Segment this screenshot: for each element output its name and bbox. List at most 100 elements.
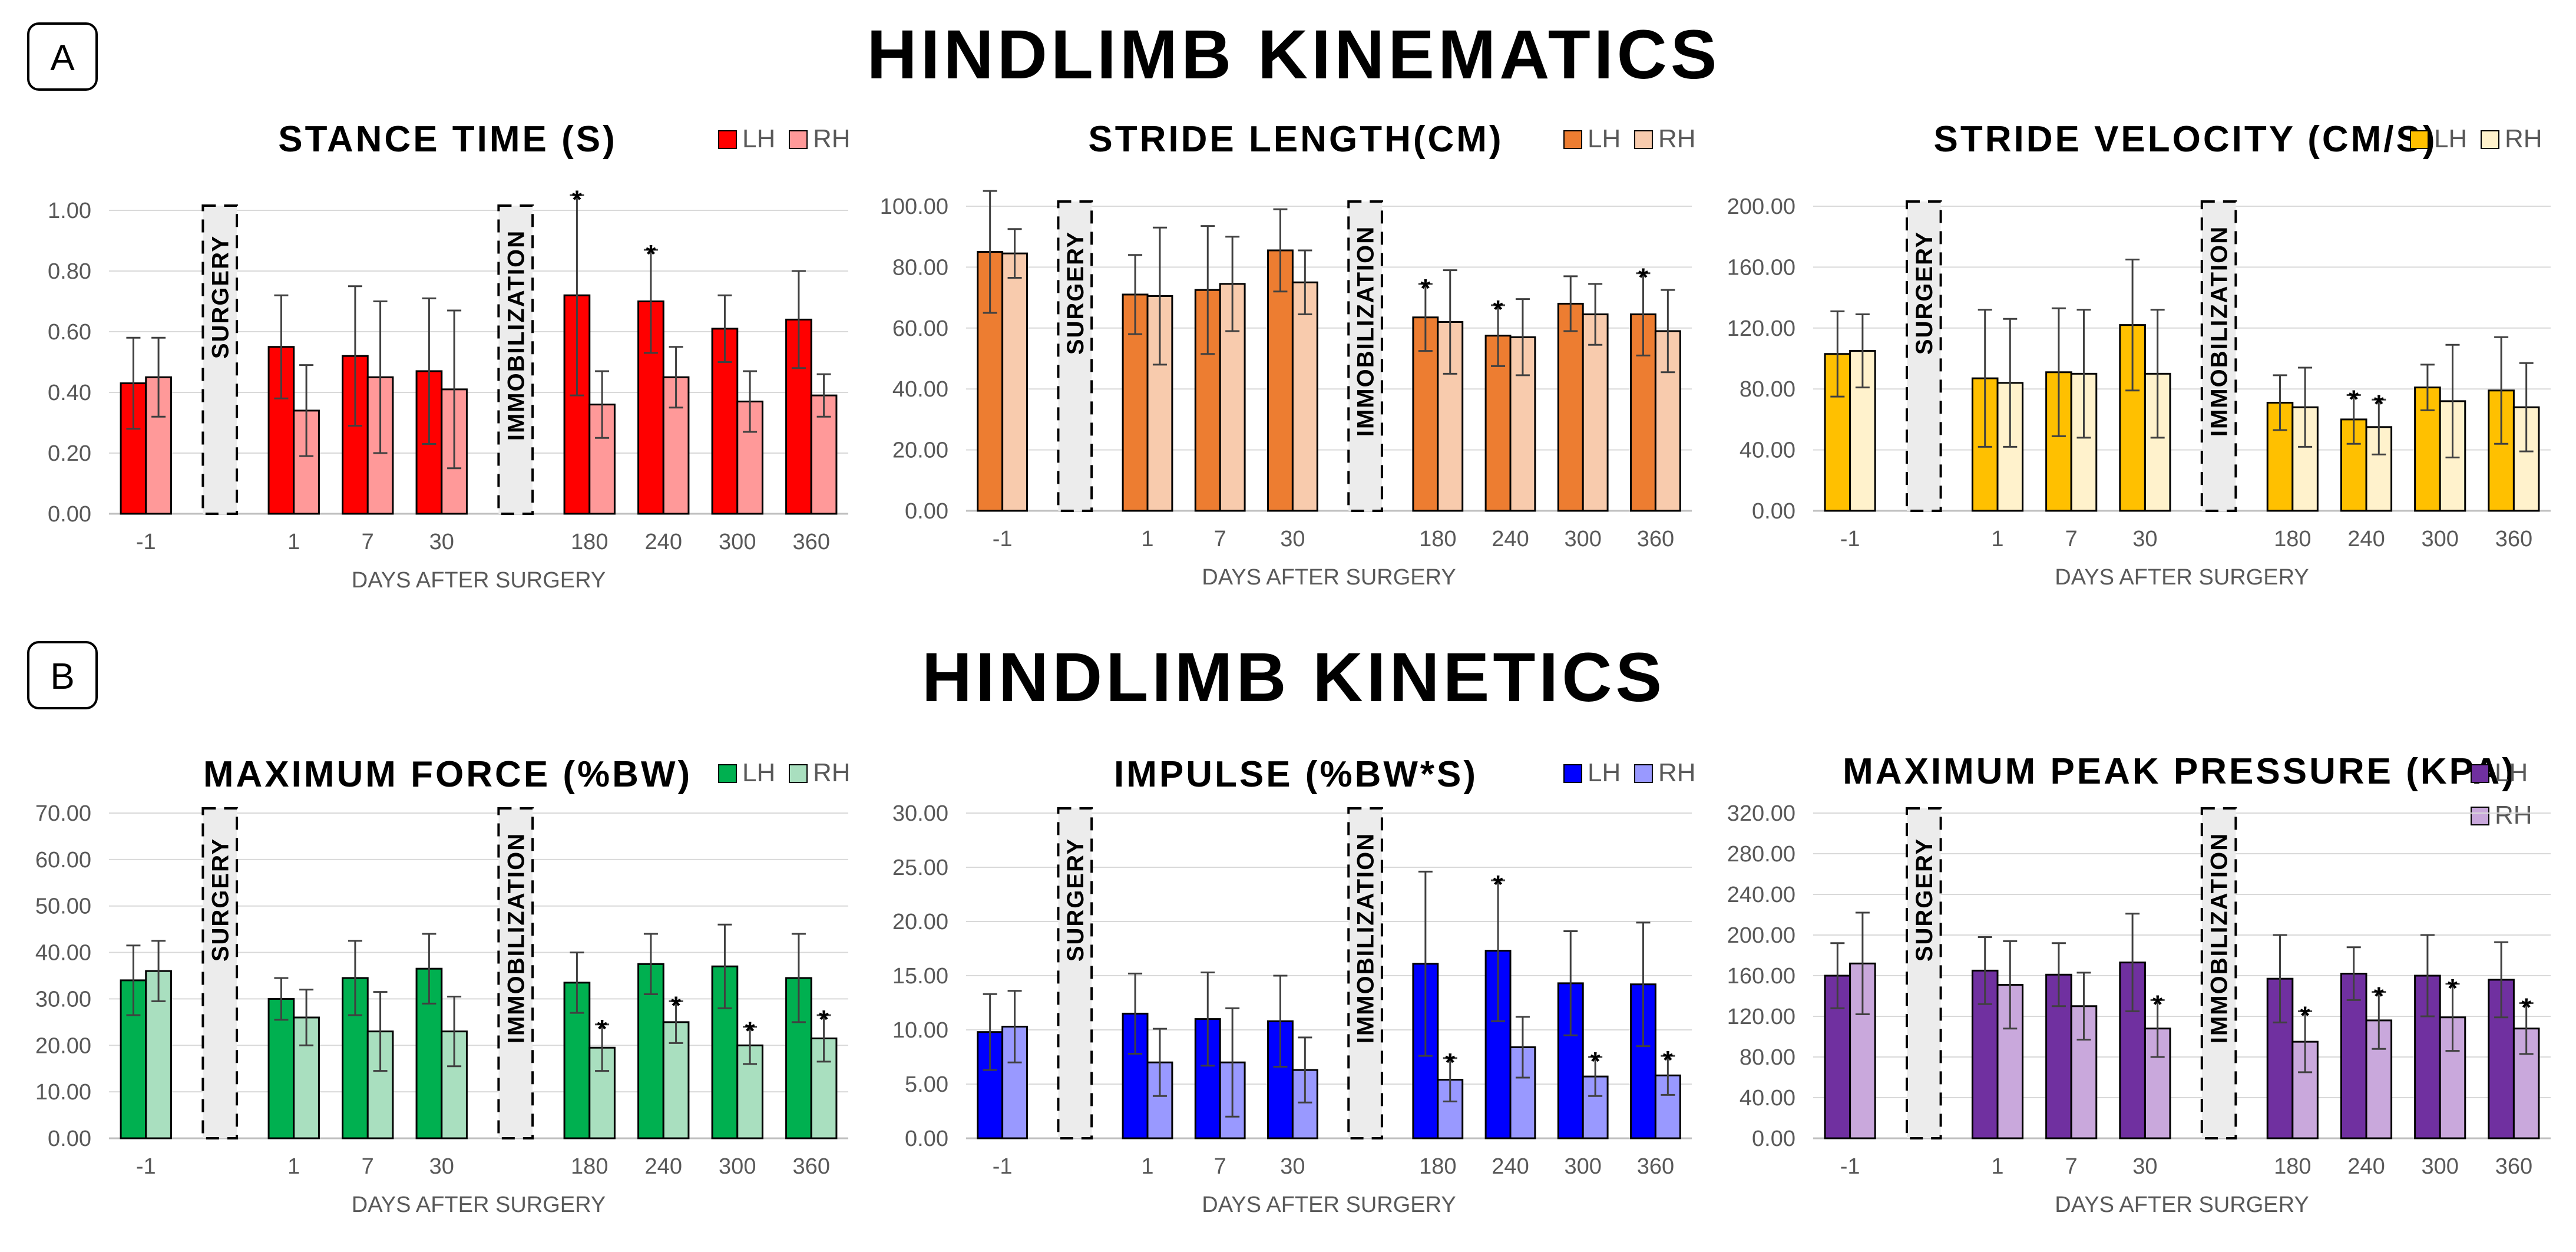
error-bar bbox=[2420, 364, 2435, 411]
y-tick-label: 120.00 bbox=[1727, 316, 1795, 341]
error-bar bbox=[1007, 990, 1022, 1063]
legend-swatch-rh bbox=[1634, 130, 1653, 149]
y-tick-label: 120.00 bbox=[1727, 1005, 1795, 1029]
error-bar bbox=[274, 294, 289, 399]
error-bar bbox=[2076, 972, 2091, 1041]
y-tick-label: 0.00 bbox=[905, 499, 948, 524]
band-label-immobilization: IMMOBILIZATION bbox=[2207, 833, 2233, 1043]
y-tick-label: 0.40 bbox=[48, 381, 91, 405]
legend-label-rh: RH bbox=[813, 124, 851, 153]
error-bar bbox=[274, 977, 289, 1021]
error-bar bbox=[595, 370, 610, 439]
error-bar bbox=[447, 309, 462, 470]
section-title-kinematics: HINDLIMB KINEMATICS bbox=[867, 16, 1720, 94]
legend-swatch-lh bbox=[718, 130, 737, 149]
legend-label-lh: LH bbox=[2495, 758, 2528, 787]
legend-label-lh: LH bbox=[1588, 758, 1621, 787]
y-tick-label: 80.00 bbox=[1740, 377, 1795, 402]
error-bar bbox=[2494, 336, 2509, 445]
y-tick-label: 0.00 bbox=[48, 1127, 91, 1151]
band-surgery bbox=[1906, 200, 1942, 512]
error-bar bbox=[1636, 921, 1651, 1048]
legend-label-rh: RH bbox=[1658, 124, 1696, 153]
error-bar bbox=[2346, 946, 2361, 1001]
x-tick-label: 240 bbox=[645, 1154, 682, 1179]
x-tick-label: 300 bbox=[719, 1154, 756, 1179]
error-bar bbox=[1978, 936, 1992, 1005]
y-tick-label: 5.00 bbox=[905, 1072, 948, 1097]
band-label-surgery: SURGERY bbox=[1063, 231, 1089, 355]
x-tick-label: 300 bbox=[2421, 527, 2458, 551]
band-label-surgery: SURGERY bbox=[207, 235, 233, 359]
error-bar bbox=[2298, 1010, 2313, 1073]
x-axis-label: DAYS AFTER SURGERY bbox=[1202, 565, 1456, 590]
y-tick-label: 20.00 bbox=[35, 1033, 91, 1058]
error-bar bbox=[791, 933, 806, 1023]
x-tick-label: 300 bbox=[2421, 1154, 2458, 1179]
x-axis-label: DAYS AFTER SURGERY bbox=[352, 568, 606, 593]
chart-title: STRIDE LENGTH(CM) bbox=[1088, 119, 1503, 160]
legend-swatch-rh bbox=[1634, 764, 1653, 783]
error-bar bbox=[643, 249, 658, 354]
y-tick-label: 0.00 bbox=[48, 502, 91, 527]
significance-marker: * bbox=[2300, 1001, 2311, 1030]
error-bar bbox=[299, 364, 314, 457]
y-tick-label: 15.00 bbox=[892, 964, 948, 989]
error-bar bbox=[1007, 228, 1022, 279]
significance-marker: * bbox=[1663, 1046, 1674, 1075]
significance-marker: * bbox=[2521, 993, 2532, 1022]
error-bar bbox=[1563, 930, 1578, 1036]
error-bar bbox=[1563, 275, 1578, 332]
legend-swatch-rh bbox=[789, 764, 808, 783]
band-surgery bbox=[201, 204, 239, 515]
x-tick-label: -1 bbox=[993, 1154, 1013, 1179]
band-immobilization bbox=[497, 204, 534, 515]
error-bar bbox=[1152, 1028, 1167, 1097]
y-tick-label: 25.00 bbox=[892, 855, 948, 880]
error-bar bbox=[2372, 991, 2386, 1050]
significance-marker: * bbox=[745, 1017, 756, 1046]
error-bar bbox=[1418, 870, 1433, 1057]
error-bar bbox=[2125, 913, 2140, 1012]
x-axis-label: DAYS AFTER SURGERY bbox=[2055, 1192, 2309, 1217]
error-bar bbox=[1588, 283, 1603, 346]
chart-1: STANCE TIME (S) LH RH 0.00 0.20 0.40 0.60 0.80 1… bbox=[48, 119, 851, 593]
bar-lh-day-300 bbox=[1557, 302, 1584, 512]
x-tick-label: 180 bbox=[2274, 1154, 2311, 1179]
legend-label-rh: RH bbox=[2495, 801, 2532, 830]
error-bar bbox=[570, 952, 584, 1014]
bar-rh-day-300 bbox=[1582, 313, 1609, 512]
error-bar bbox=[1443, 1057, 1457, 1102]
y-tick-label: 0.00 bbox=[905, 1127, 948, 1151]
error-bar bbox=[669, 1000, 683, 1044]
x-tick-label: -1 bbox=[1840, 527, 1860, 551]
error-bar bbox=[1201, 971, 1215, 1067]
chart-5: IMPULSE (%BW*S) LH RH 0.00 5.00 10.00 15.00 20.… bbox=[892, 754, 1696, 1217]
x-axis-label: DAYS AFTER SURGERY bbox=[352, 1192, 606, 1217]
error-bar bbox=[2519, 362, 2534, 452]
x-tick-label: 180 bbox=[1419, 1154, 1456, 1179]
error-bar bbox=[2298, 366, 2313, 448]
x-tick-label: 360 bbox=[2495, 527, 2532, 551]
band-immobilization bbox=[1347, 200, 1383, 512]
error-bar bbox=[1298, 1036, 1312, 1104]
error-bar bbox=[151, 336, 166, 418]
legend-label-lh: LH bbox=[742, 758, 775, 787]
x-tick-label: 7 bbox=[1214, 527, 1226, 551]
y-tick-label: 10.00 bbox=[892, 1018, 948, 1043]
section-title-kinetics: HINDLIMB KINETICS bbox=[922, 639, 1665, 716]
x-tick-label: 180 bbox=[571, 1154, 608, 1179]
x-tick-label: 180 bbox=[1419, 527, 1456, 551]
x-tick-label: 30 bbox=[1280, 527, 1305, 551]
error-bar bbox=[2445, 343, 2460, 459]
error-bar bbox=[2125, 258, 2140, 392]
x-tick-label: 240 bbox=[2347, 1154, 2385, 1179]
y-tick-label: 50.00 bbox=[35, 894, 91, 919]
significance-marker: * bbox=[671, 991, 682, 1020]
error-bar bbox=[422, 933, 437, 1005]
significance-marker: * bbox=[2152, 990, 2163, 1019]
y-tick-label: 320.00 bbox=[1727, 801, 1795, 826]
x-tick-label: 300 bbox=[1564, 527, 1601, 551]
y-tick-label: 40.00 bbox=[35, 941, 91, 966]
